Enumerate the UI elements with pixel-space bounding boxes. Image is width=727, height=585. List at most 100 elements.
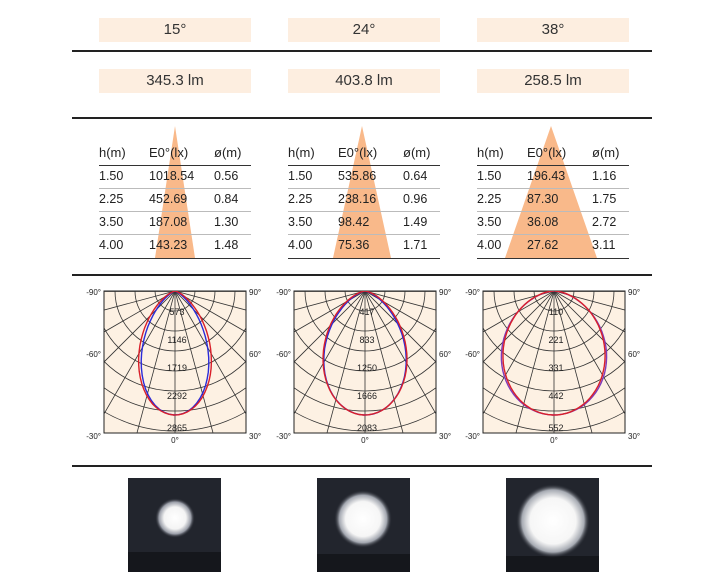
angle-label-zero: 0° xyxy=(361,436,369,445)
beam-cone xyxy=(333,126,391,258)
beam-spot-photo xyxy=(128,478,221,572)
angle-label-zero: 0° xyxy=(550,436,558,445)
polar-spoke xyxy=(553,291,593,433)
beam-spot-image xyxy=(128,478,221,572)
table-header-row: h(m) E0°(lx) ø(m) xyxy=(288,145,431,160)
row-line xyxy=(477,234,629,235)
table-header-row: h(m) E0°(lx) ø(m) xyxy=(99,141,251,165)
beam-cone xyxy=(505,126,597,258)
polar-spoke xyxy=(515,291,555,433)
polar-spoke xyxy=(174,291,246,333)
beam-spot-photo xyxy=(506,478,599,572)
table-row: 2.25 238.16 0.96 xyxy=(288,192,428,206)
polar-spoke xyxy=(294,291,366,311)
table-row: 3.50 98.42 1.49 xyxy=(288,215,428,229)
row-line xyxy=(477,211,629,212)
polar-spoke xyxy=(104,291,176,363)
ring-value-label: 331 xyxy=(548,363,563,373)
table-row: 1.50 535.86 0.64 xyxy=(288,169,428,183)
polar-spoke xyxy=(174,291,246,311)
beam-spot-image xyxy=(317,478,410,572)
polar-spoke xyxy=(294,291,366,363)
header-line xyxy=(288,165,440,166)
header-line xyxy=(477,165,629,166)
angle-label-right: 30° xyxy=(439,432,451,441)
ring-value-label: 1719 xyxy=(167,363,187,373)
ring-value-label: 2292 xyxy=(167,391,187,401)
table-row: 3.50 36.08 2.72 xyxy=(477,215,617,229)
candela-curve xyxy=(322,291,408,416)
ring-value-label: 833 xyxy=(359,335,374,345)
polar-spoke xyxy=(553,291,625,415)
polar-candela-chart: 110 221 331 442 552 -90° -60° -30° 90° 60° 30° 0° xyxy=(465,288,640,445)
angle-label-right: 60° xyxy=(628,350,640,359)
ring-value-label: 573 xyxy=(169,307,184,317)
polar-spoke xyxy=(104,291,176,311)
divider-2 xyxy=(72,117,652,119)
table-row: 4.00 143.23 1.48 xyxy=(99,238,239,252)
row-line xyxy=(288,211,440,212)
lumen-output: 345.3 lm xyxy=(99,69,251,93)
beam-angle-label: 24° xyxy=(288,18,440,42)
beam-spot-image xyxy=(506,478,599,572)
table-row: 2.25 452.69 0.84 xyxy=(99,192,239,206)
beam-cone xyxy=(155,126,195,258)
candela-curve xyxy=(502,291,606,416)
header-height: h(m) xyxy=(99,145,126,160)
angle-label-right: 60° xyxy=(249,350,261,359)
ring-value-label: 442 xyxy=(548,391,563,401)
angle-label-left: -60° xyxy=(276,350,291,359)
polar-spoke xyxy=(326,291,366,433)
angle-label-left: -30° xyxy=(465,432,480,441)
table-row: 1.50 196.43 1.16 xyxy=(477,169,617,183)
polar-spoke xyxy=(294,291,366,333)
polar-spoke xyxy=(483,291,555,311)
beam-angle-label: 38° xyxy=(477,18,629,42)
polar-spoke xyxy=(294,291,366,415)
beam-spot-photo xyxy=(317,478,410,572)
table-bottom-line xyxy=(288,258,440,259)
table-row: 2.25 87.30 1.75 xyxy=(477,192,617,206)
table-bottom-line xyxy=(477,258,629,259)
row-line xyxy=(99,188,251,189)
polar-spoke xyxy=(364,291,436,363)
polar-spoke xyxy=(483,291,555,363)
header-illuminance: E0°(lx) xyxy=(149,145,189,160)
ring-value-label: 417 xyxy=(359,307,374,317)
angle-label-right: 90° xyxy=(628,288,640,297)
angle-label-zero: 0° xyxy=(171,436,179,445)
polar-spoke xyxy=(553,291,625,363)
ring-value-label: 110 xyxy=(549,307,563,317)
ring-value-label: 1666 xyxy=(357,391,377,401)
beam-angle-label: 15° xyxy=(99,18,251,42)
table-bottom-line xyxy=(99,258,251,259)
divider-4 xyxy=(72,465,652,467)
polar-spoke xyxy=(104,291,176,415)
polar-spoke xyxy=(104,291,176,333)
illuminance-table: h(m) E0°(lx) ø(m) 1.50 535.86 0.64 2.25 … xyxy=(288,124,440,262)
polar-spoke xyxy=(553,291,625,311)
angle-label-left: -30° xyxy=(86,432,101,441)
angle-label-left: -60° xyxy=(86,350,101,359)
table-row: 4.00 27.62 3.11 xyxy=(477,238,616,252)
polar-spoke xyxy=(174,291,214,433)
ring-value-label: 1146 xyxy=(167,335,186,345)
angle-label-left: -30° xyxy=(276,432,291,441)
ring-value-label: 2083 xyxy=(357,423,377,433)
ring-value-label: 2865 xyxy=(167,423,187,433)
angle-label-right: 90° xyxy=(439,288,451,297)
ring-value-label: 552 xyxy=(548,423,563,433)
lumen-output: 403.8 lm xyxy=(288,69,440,93)
header-line xyxy=(99,165,251,166)
ring-value-label: 221 xyxy=(548,335,563,345)
angle-label-right: 90° xyxy=(249,288,261,297)
table-row: 4.00 75.36 1.71 xyxy=(288,238,428,252)
row-line xyxy=(99,234,251,235)
polar-spoke xyxy=(483,291,555,415)
row-line xyxy=(288,234,440,235)
angle-label-left: -60° xyxy=(465,350,480,359)
angle-label-left: -90° xyxy=(86,288,101,297)
angle-label-right: 30° xyxy=(249,432,261,441)
illuminance-table: h(m) E0°(lx) ø(m) 1.50 1018.54 0.56 2.25… xyxy=(99,124,251,262)
table-header-row: h(m) E0°(lx) ø(m) xyxy=(477,145,620,160)
